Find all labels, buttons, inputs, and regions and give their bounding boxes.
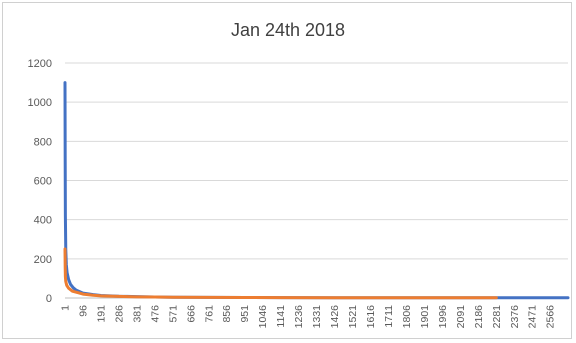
x-tick-label: 1616: [365, 305, 377, 329]
x-tick-label: 96: [77, 305, 89, 317]
y-tick-label: 200: [34, 254, 52, 266]
x-tick-label: 1711: [383, 305, 395, 328]
x-tick-label: 856: [221, 305, 233, 323]
y-tick-label: 600: [34, 176, 52, 188]
x-tick-label: 571: [167, 305, 179, 323]
x-tick-label: 1046: [257, 305, 269, 329]
x-tick-label: 2566: [545, 305, 557, 329]
x-tick-label: 1996: [437, 305, 449, 329]
x-tick-label: 761: [203, 305, 215, 323]
y-tick-label: 0: [46, 293, 52, 305]
x-tick-label: 1: [60, 305, 72, 311]
x-tick-label: 2281: [491, 305, 503, 329]
x-tick-label: 476: [149, 305, 161, 323]
x-tick-label: 2186: [473, 305, 485, 329]
x-tick-label: 2376: [509, 305, 521, 329]
y-tick-label: 400: [34, 215, 52, 227]
x-tick-label: 1331: [311, 305, 323, 329]
x-tick-label: 1521: [347, 305, 359, 329]
series-line-2: [63, 247, 498, 300]
x-tick-label: 286: [113, 305, 125, 323]
x-tick-label: 1141: [275, 305, 287, 328]
x-tick-label: 1806: [401, 305, 413, 329]
chart-frame: [2, 2, 572, 339]
x-tick-label: 2091: [455, 305, 467, 329]
y-tick-label: 1200: [28, 58, 52, 70]
y-tick-label: 1000: [28, 97, 52, 109]
x-tick-label: 951: [239, 305, 251, 323]
x-tick-label: 1426: [329, 305, 341, 329]
series-line-1: [63, 81, 570, 300]
x-tick-label: 666: [185, 305, 197, 323]
chart-title: Jan 24th 2018: [230, 20, 346, 40]
x-tick-label: 381: [131, 305, 143, 323]
y-tick-label: 800: [34, 136, 52, 148]
x-tick-label: 1236: [293, 305, 305, 329]
x-tick-label: 1901: [419, 305, 431, 329]
x-tick-label: 191: [95, 305, 107, 323]
x-tick-label: 2471: [527, 305, 539, 329]
